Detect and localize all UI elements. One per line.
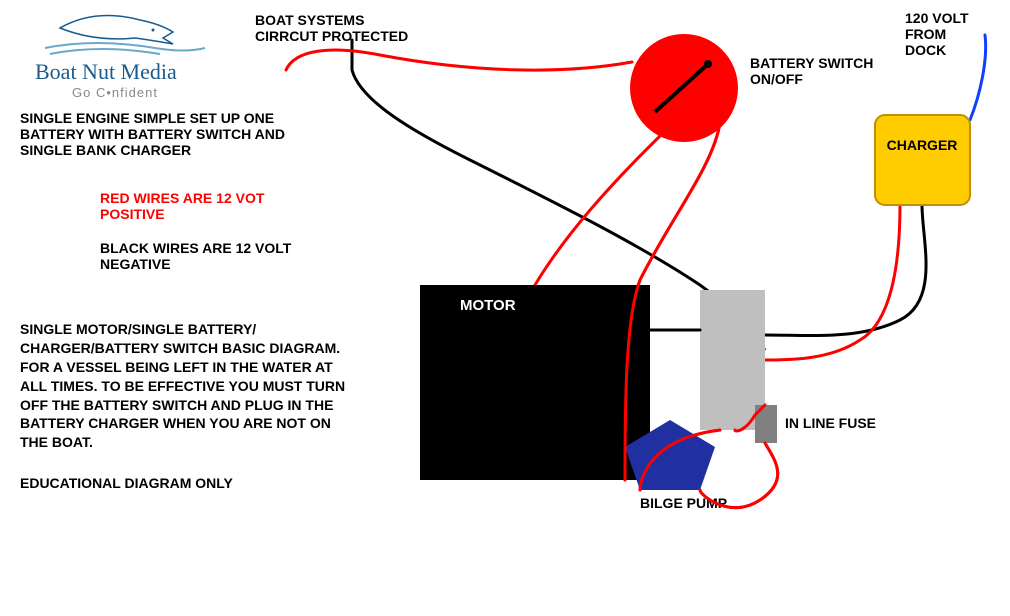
educational-note: EDUCATIONAL DIAGRAM ONLY (20, 475, 233, 491)
logo-brand-text: Boat Nut Media (35, 59, 235, 85)
inline-fuse (755, 405, 777, 443)
red-wires-top-group (625, 128, 778, 508)
motor-box (420, 285, 650, 480)
battery-switch (630, 34, 738, 142)
red-wires-note: RED WIRES ARE 12 VOT POSITIVE (100, 190, 264, 222)
logo: Boat Nut Media Go C•nfident (35, 10, 235, 100)
logo-fish-icon (35, 10, 215, 60)
charger-box (875, 115, 970, 205)
black-wires-note: BLACK WIRES ARE 12 VOLT NEGATIVE (100, 240, 291, 272)
battery-switch-handle (655, 64, 708, 112)
battery-switch-label: BATTERY SWITCH ON/OFF (750, 55, 873, 87)
heading-setup: SINGLE ENGINE SIMPLE SET UP ONE BATTERY … (20, 110, 285, 158)
red-wires-group (286, 50, 900, 508)
charger-label: CHARGER (887, 137, 958, 153)
long-description: SINGLE MOTOR/SINGLE BATTERY/ CHARGER/BAT… (20, 320, 345, 452)
battery-label: BATTERY (702, 345, 767, 361)
inline-fuse-label: IN LINE FUSE (785, 415, 876, 431)
dock-label: 120 VOLT FROM DOCK (905, 10, 969, 58)
motor-label: MOTOR (460, 297, 516, 314)
heading-boat-systems: BOAT SYSTEMS CIRRCUT PROTECTED (255, 12, 408, 44)
logo-tagline: Go C•nfident (35, 85, 195, 100)
bilge-pump (625, 420, 715, 490)
battery-switch-knob (704, 60, 712, 68)
bilge-pump-label: BILGE PUMP (640, 495, 727, 511)
